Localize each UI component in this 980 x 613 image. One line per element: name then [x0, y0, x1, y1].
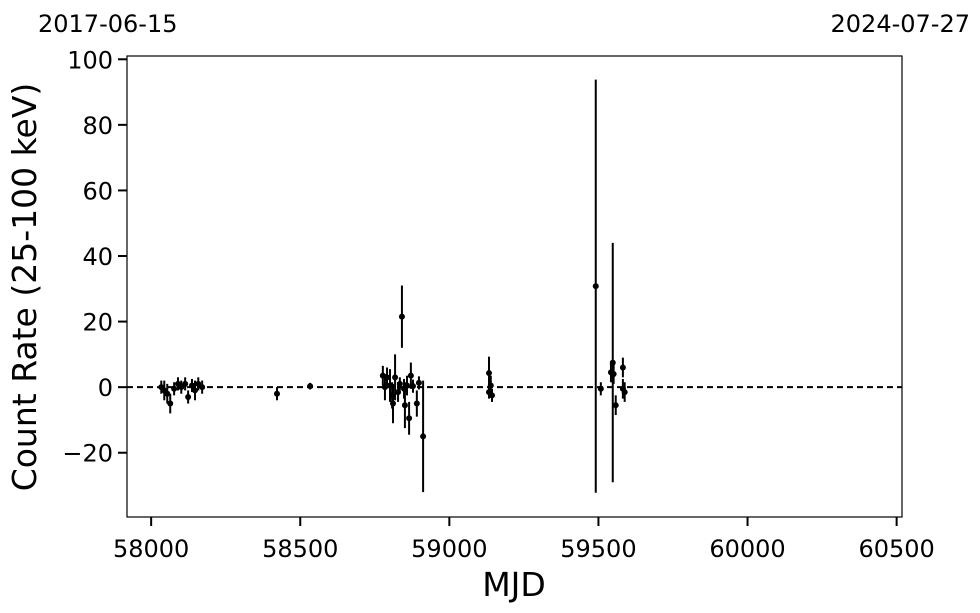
- data-point: [398, 313, 405, 320]
- data-point: [396, 380, 403, 387]
- data-point: [392, 374, 399, 381]
- x-tick-label: 59500: [560, 535, 636, 563]
- y-tick-label: 100: [67, 46, 113, 74]
- data-point: [488, 392, 495, 399]
- data-point: [167, 400, 174, 407]
- data-point: [415, 379, 422, 386]
- data-point: [273, 390, 280, 397]
- data-point: [404, 382, 411, 389]
- y-tick-label: −20: [62, 440, 113, 468]
- data-point: [182, 380, 189, 387]
- top-left-label: 2017-06-15: [38, 10, 177, 38]
- data-point: [486, 370, 493, 377]
- plot-frame: [126, 55, 903, 518]
- data-point: [307, 383, 314, 390]
- data-point: [619, 364, 626, 371]
- data-point: [487, 382, 494, 389]
- data-point: [389, 400, 396, 407]
- data-point: [191, 387, 198, 394]
- x-tick-label: 59000: [411, 535, 487, 563]
- data-point: [621, 389, 628, 396]
- data-point: [189, 382, 196, 389]
- data-point: [164, 390, 171, 397]
- y-tick-label: 0: [98, 374, 113, 402]
- top-right-label: 2024-07-27: [831, 10, 970, 38]
- data-point: [597, 385, 604, 392]
- y-tick-label: 40: [82, 243, 113, 271]
- y-axis-label: Count Rate (25-100 keV): [5, 83, 44, 492]
- data-point: [384, 374, 391, 381]
- data-point: [413, 400, 420, 407]
- y-tick-label: 80: [82, 112, 113, 140]
- x-tick-label: 60500: [858, 535, 934, 563]
- data-point: [185, 393, 192, 400]
- data-point: [407, 372, 414, 379]
- data-point: [420, 433, 427, 440]
- data-point: [401, 402, 408, 409]
- data-point: [395, 389, 402, 396]
- x-tick-label: 60000: [709, 535, 785, 563]
- y-tick-label: 60: [82, 177, 113, 205]
- y-tick-label: 20: [82, 309, 113, 337]
- x-tick-label: 58000: [113, 535, 189, 563]
- data-point: [199, 384, 206, 391]
- data-point: [612, 402, 619, 409]
- x-tick-label: 58500: [262, 535, 338, 563]
- data-point: [171, 385, 178, 392]
- data-point: [592, 283, 599, 290]
- data-point: [610, 371, 617, 378]
- data-point: [609, 359, 616, 366]
- data-point: [406, 415, 413, 422]
- data-point: [409, 383, 416, 390]
- x-axis-label: MJD: [482, 565, 546, 604]
